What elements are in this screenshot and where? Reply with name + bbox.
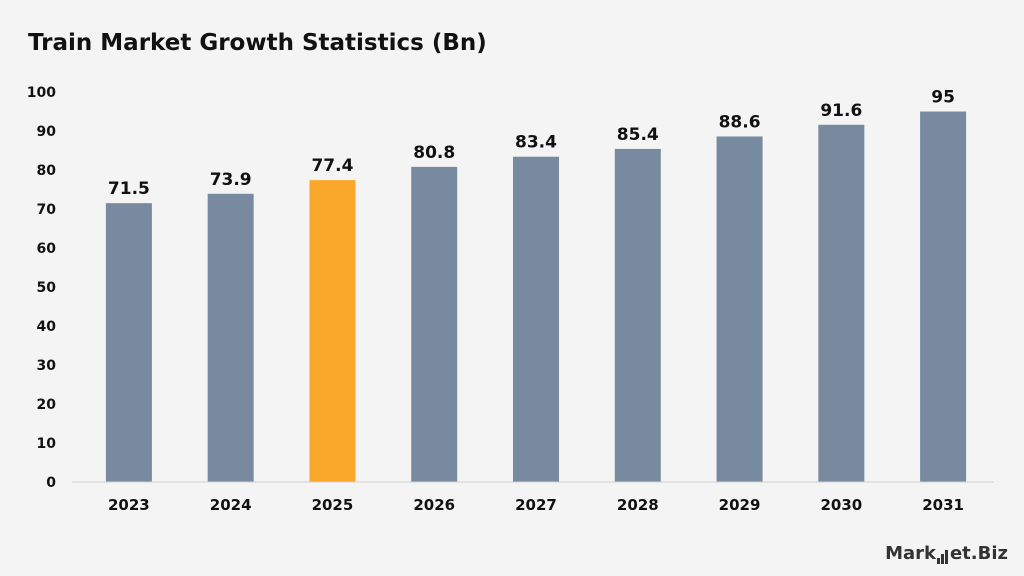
data-label: 91.6: [820, 101, 862, 121]
y-tick-label: 40: [37, 319, 57, 335]
brand-suffix: et.Biz: [949, 543, 1008, 564]
bar-2024: [207, 193, 254, 483]
bar-2023: [105, 203, 152, 482]
data-label: 71.5: [108, 179, 150, 199]
bars: [105, 111, 967, 483]
y-tick-label: 80: [37, 163, 57, 179]
x-tick-label: 2024: [210, 496, 252, 514]
data-label: 83.4: [515, 133, 557, 153]
bar-2025: [309, 180, 356, 482]
value-labels: 71.5 73.9 77.4 80.8 83.4 85.4 88.6 91.6 95: [108, 88, 955, 200]
data-label: 95: [931, 88, 955, 108]
bar-2031: [920, 111, 967, 482]
y-tick-label: 60: [37, 241, 57, 257]
x-tick-label: 2031: [922, 496, 964, 514]
data-label: 80.8: [413, 143, 455, 163]
brand-logo: Mark et.Biz: [885, 543, 1008, 564]
bar-2028: [614, 148, 661, 482]
data-label: 88.6: [719, 112, 761, 132]
y-tick-label: 10: [37, 436, 57, 452]
x-tick-label: 2025: [312, 496, 354, 514]
bar-chart-logo-icon: [936, 548, 949, 564]
bar-2027: [513, 156, 559, 483]
data-label: 77.4: [311, 156, 353, 176]
y-tick-label: 100: [27, 85, 56, 101]
y-tick-label: 0: [46, 475, 56, 491]
x-tick-label: 2028: [617, 496, 659, 514]
y-tick-label: 30: [37, 358, 57, 374]
y-axis-ticks: 0 10 20 30 40 50 60 70 80 90 100: [27, 85, 56, 491]
y-tick-label: 50: [37, 280, 57, 296]
y-tick-label: 70: [37, 202, 57, 218]
x-tick-label: 2030: [820, 496, 862, 514]
chart-title: Train Market Growth Statistics (Bn): [28, 30, 487, 56]
y-tick-label: 90: [37, 124, 57, 140]
x-axis-labels: 2023 2024 2025 2026 2027 2028 2029 2030 2031: [108, 496, 964, 514]
x-tick-label: 2023: [108, 496, 150, 514]
bar-2029: [716, 136, 763, 482]
data-label: 73.9: [210, 170, 252, 190]
bar-2030: [818, 124, 865, 482]
x-tick-label: 2027: [515, 496, 557, 514]
x-tick-label: 2026: [413, 496, 455, 514]
y-tick-label: 20: [37, 397, 57, 413]
brand-prefix: Mark: [885, 543, 936, 564]
data-label: 85.4: [617, 125, 659, 145]
x-tick-label: 2029: [719, 496, 761, 514]
bar-2026: [411, 166, 458, 482]
